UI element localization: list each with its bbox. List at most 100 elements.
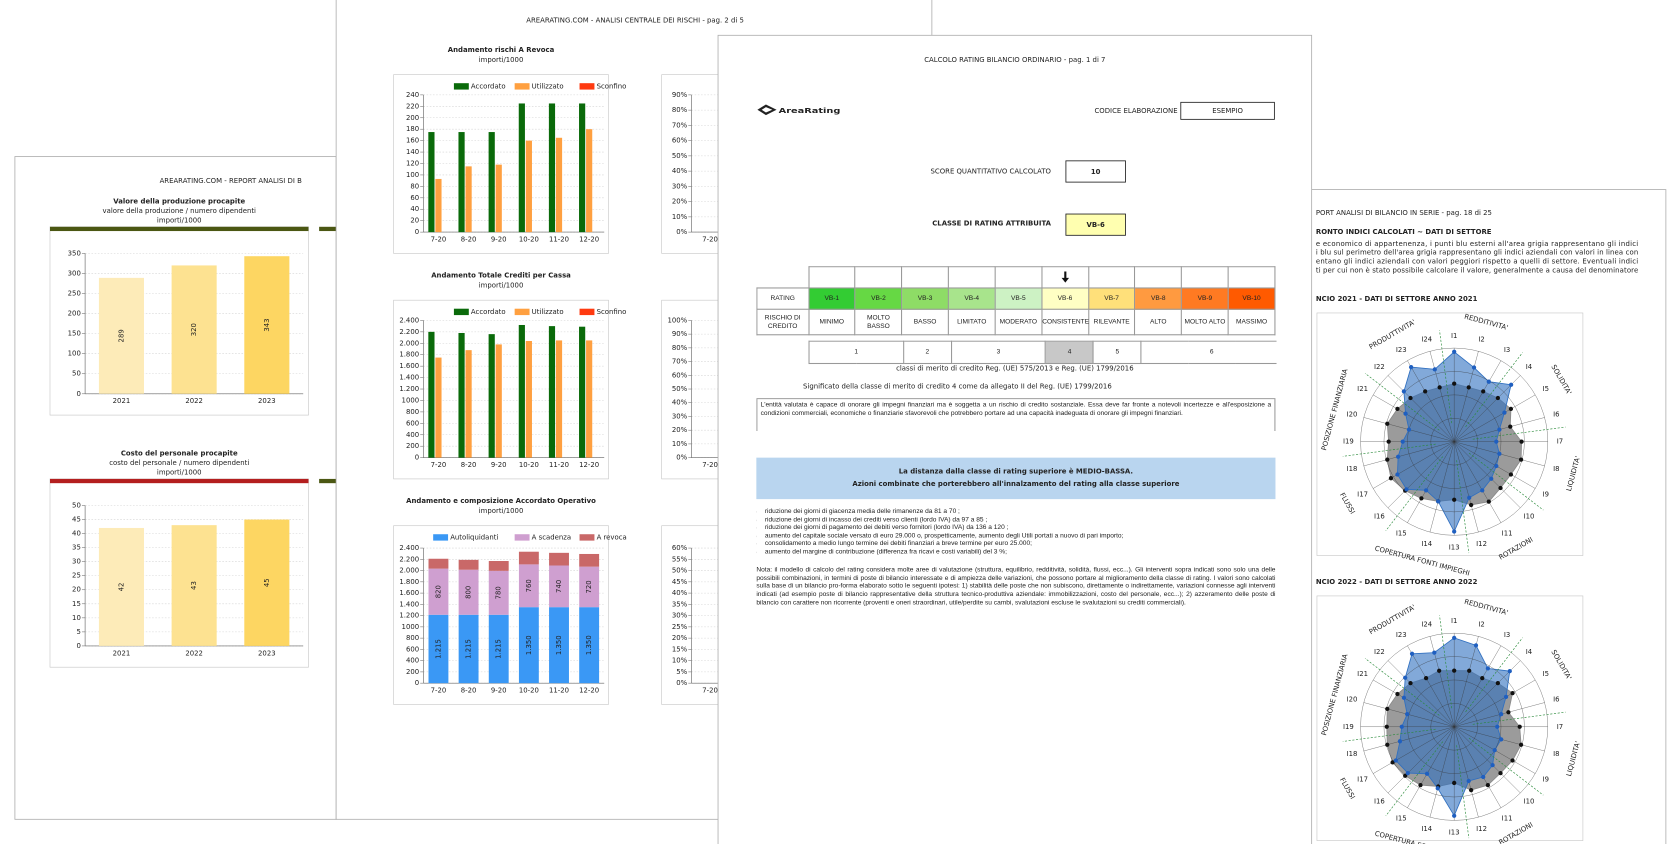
empty-cell: [1181, 266, 1229, 289]
radar-title: NCIO 2021 - DATI DI SETTORE ANNO 2021: [1316, 295, 1478, 303]
y-tick-label: 200: [406, 442, 419, 450]
radar-point: [1497, 451, 1502, 456]
bar-value-label: 740: [555, 580, 563, 593]
merit-cell: 4: [1045, 340, 1094, 365]
y-tick-label: 350: [68, 249, 81, 257]
y-tick-label: 250: [68, 290, 81, 298]
y-tick-label: 100%: [667, 316, 687, 324]
chart-title: Valore della produzione procapite: [113, 197, 245, 205]
radar-group-separator: [1439, 330, 1453, 424]
y-tick-label: 120: [406, 160, 419, 168]
radar-point: [1409, 651, 1415, 656]
radar-spoke: [1373, 394, 1455, 442]
radar-point: [1385, 706, 1390, 711]
radar-point: [1503, 694, 1509, 699]
radar-point: [1494, 463, 1499, 469]
logo: AreaRating: [779, 107, 841, 115]
bar: [465, 350, 472, 458]
y-tick-label: 1.600: [399, 589, 419, 597]
significato: Significato della classe di merito di cr…: [803, 382, 1112, 390]
row-label: RATING: [756, 287, 809, 310]
bar: [586, 340, 593, 458]
radar-axis-label: I6: [1553, 695, 1559, 703]
radar-axis-label: I23: [1396, 346, 1407, 354]
empty-cell: [807, 266, 856, 289]
radar-point: [1385, 457, 1390, 462]
x-tick-label: 10-20: [519, 687, 539, 695]
radar-point: [1436, 499, 1441, 504]
classe-value: VB-6: [1087, 221, 1105, 229]
y-tick-label: 5: [76, 628, 80, 636]
x-tick-label: 7-20: [431, 687, 447, 695]
radar-axis-label: I4: [1526, 363, 1532, 371]
radar-point: [1510, 758, 1515, 763]
radar-group-separator: [1439, 615, 1453, 709]
y-tick-label: 25: [72, 572, 81, 580]
y-tick-label: 400: [406, 657, 419, 665]
radar-axis-label: I10: [1524, 512, 1535, 520]
radar-point: [1408, 680, 1413, 686]
action-item: riduzione dei giorni di giacenza media d…: [765, 508, 1276, 516]
radar-axis-label: I1: [1451, 617, 1457, 625]
radar-point: [1467, 668, 1472, 673]
radar-axis-label: I8: [1553, 750, 1559, 758]
y-tick-label: 0: [415, 679, 419, 687]
x-tick-label: 8-20: [461, 461, 477, 469]
rating-arrow: [1061, 271, 1070, 283]
radar-axis-label: I3: [1504, 346, 1510, 354]
chart-unit: importi/1000: [157, 216, 202, 224]
note: Nota: il modello di calcolo del rating c…: [756, 566, 1275, 606]
radar-point: [1466, 385, 1471, 390]
radar-point: [1408, 364, 1414, 370]
risk-cell: ALTO: [1134, 308, 1183, 336]
bar: [488, 132, 495, 233]
radar-axis-label: I5: [1543, 385, 1549, 393]
bar: [458, 332, 465, 458]
radar-axis-label: I24: [1421, 621, 1432, 629]
y-tick-label: 80%: [672, 106, 688, 114]
y-tick-label: 160: [406, 137, 419, 145]
x-tick-label: 9-20: [491, 461, 507, 469]
x-tick-label: 2022: [185, 397, 203, 405]
x-tick-label: 11-20: [549, 687, 569, 695]
header-band: [319, 478, 337, 484]
radar-point: [1507, 669, 1512, 674]
empty-cell: [1087, 266, 1136, 289]
radar-point: [1492, 748, 1497, 753]
y-tick-label: 40: [410, 205, 419, 213]
radar-point: [1403, 675, 1408, 680]
radar-axis-label: I12: [1476, 540, 1487, 548]
bar-segment: [488, 561, 509, 571]
radar-point: [1401, 695, 1407, 700]
x-tick-label: 2023: [258, 397, 276, 405]
legend-swatch: [433, 534, 449, 541]
bar-value-label: 720: [585, 580, 593, 593]
radar-spoke: [1454, 636, 1479, 727]
y-tick-label: 1.600: [399, 362, 419, 370]
y-tick-label: 2.200: [399, 328, 419, 336]
rating-table: RATING VB-1 VB-2 VB-3 VB-4 VB-5 VB-6 VB-7 VB-8 VB…: [756, 266, 1276, 336]
y-tick-label: 2.200: [399, 555, 419, 563]
bar: [435, 178, 442, 233]
radar-axis-label: I21: [1357, 670, 1368, 678]
x-tick-label: 10-20: [519, 461, 539, 469]
radar-point: [1400, 439, 1405, 444]
y-tick-label: 45%: [672, 578, 688, 586]
radar-axis-label: I3: [1504, 631, 1510, 639]
radar-point: [1469, 787, 1474, 793]
risk-cell: MINIMO: [807, 308, 856, 336]
chart-unit: importi/1000: [479, 56, 524, 64]
rating-cell: VB-2: [854, 287, 903, 310]
page-title: AREARATING.COM - ANALISI CENTRALE DEI RI…: [526, 16, 744, 24]
radar-group-separator: [1342, 728, 1436, 742]
bar-segment: [518, 564, 539, 608]
radar-point: [1480, 676, 1485, 681]
y-tick-label: 300: [68, 269, 81, 277]
bar-value-label: 343: [263, 318, 271, 331]
radar-spoke: [1363, 441, 1455, 467]
radar-group-separator: [1364, 373, 1440, 431]
legend-label: A revoca: [597, 533, 627, 541]
radar-point: [1423, 676, 1429, 681]
radar-point: [1506, 710, 1511, 715]
legend-swatch: [453, 83, 469, 90]
